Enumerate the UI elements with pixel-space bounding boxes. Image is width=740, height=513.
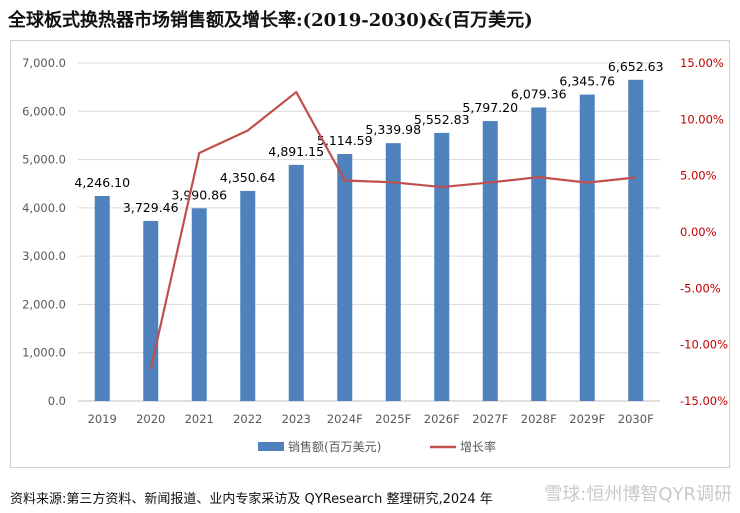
y-left-tick-label: 7,000.0 xyxy=(22,56,66,70)
chart-title: 全球板式换热器市场销售额及增长率:(2019-2030)&(百万美元) xyxy=(8,10,533,31)
x-tick-label: 2019 xyxy=(88,412,117,426)
x-tick-label: 2029F xyxy=(569,412,605,426)
y-right-tick-label: -15.00% xyxy=(680,394,728,408)
bar xyxy=(288,164,304,401)
x-tick-label: 2025F xyxy=(375,412,411,426)
y-left-tick-label: 2,000.0 xyxy=(22,297,66,311)
growth-rate-line xyxy=(149,90,636,370)
legend-swatch-bar xyxy=(258,442,284,451)
x-tick-label: 2030F xyxy=(618,412,654,426)
x-tick-label: 2024F xyxy=(327,412,363,426)
bar-data-label: 6,345.76 xyxy=(559,74,615,89)
y-right-tick-label: -10.00% xyxy=(680,338,728,352)
y-left-tick-label: 4,000.0 xyxy=(22,201,66,215)
bar-data-label: 3,990.86 xyxy=(171,187,227,202)
legend-label-line: 增长率 xyxy=(460,439,496,454)
y-left-tick-label: 6,000.0 xyxy=(22,104,66,118)
y-right-tick-label: 10.00% xyxy=(680,112,724,126)
y-right-tick-label: -5.00% xyxy=(680,281,721,295)
y-left-tick-label: 1,000.0 xyxy=(22,346,66,360)
y-left-tick-label: 3,000.0 xyxy=(22,249,66,263)
x-tick-label: 2020 xyxy=(136,412,165,426)
y-left-tick-label: 0.0 xyxy=(48,394,66,408)
bar xyxy=(385,143,401,401)
bar xyxy=(482,121,498,401)
bar xyxy=(191,208,207,401)
chart-svg: 0.0 1,000.0 2,000.0 3,000.0 4,000.0 5,000.0 6,… xyxy=(22,56,728,454)
bar xyxy=(94,195,110,401)
x-tick-label: 2021 xyxy=(185,412,214,426)
bar-data-label: 6,079.36 xyxy=(511,86,567,101)
bar xyxy=(240,190,256,401)
y-right-tick-label: 5.00% xyxy=(680,169,717,183)
bar-data-label: 3,729.46 xyxy=(123,200,179,215)
bar xyxy=(579,94,595,401)
x-tick-label: 2028F xyxy=(521,412,557,426)
bar-data-label: 6,652.63 xyxy=(608,59,664,74)
x-tick-label: 2022 xyxy=(233,412,262,426)
legend-label-bar: 销售额(百万美元) xyxy=(288,439,381,454)
source-note: 资料来源:第三方资料、新闻报道、业内专家采访及 QYResearch 整理研究,… xyxy=(10,492,493,507)
bar xyxy=(143,220,159,401)
bar-data-label: 5,114.59 xyxy=(317,133,373,148)
bar xyxy=(434,132,450,402)
bar-data-label: 4,891.15 xyxy=(268,144,324,159)
bar xyxy=(337,154,353,401)
x-tick-label: 2023 xyxy=(282,412,311,426)
x-tick-label: 2026F xyxy=(424,412,460,426)
bar xyxy=(531,107,547,401)
bar-data-label: 4,350.64 xyxy=(220,170,276,185)
watermark-text: 雪球:恒州博智QYR调研 xyxy=(544,484,732,505)
bar-data-label: 5,552.83 xyxy=(414,112,470,127)
y-right-tick-label: 0.00% xyxy=(680,225,717,239)
bar xyxy=(628,79,644,401)
y-right-tick-label: 15.00% xyxy=(680,56,724,70)
bar-data-label: 5,797.20 xyxy=(462,100,518,115)
bar-data-label: 4,246.10 xyxy=(74,175,130,190)
x-tick-label: 2027F xyxy=(472,412,508,426)
bar-data-label: 5,339.98 xyxy=(365,122,421,137)
y-left-tick-label: 5,000.0 xyxy=(22,153,66,167)
